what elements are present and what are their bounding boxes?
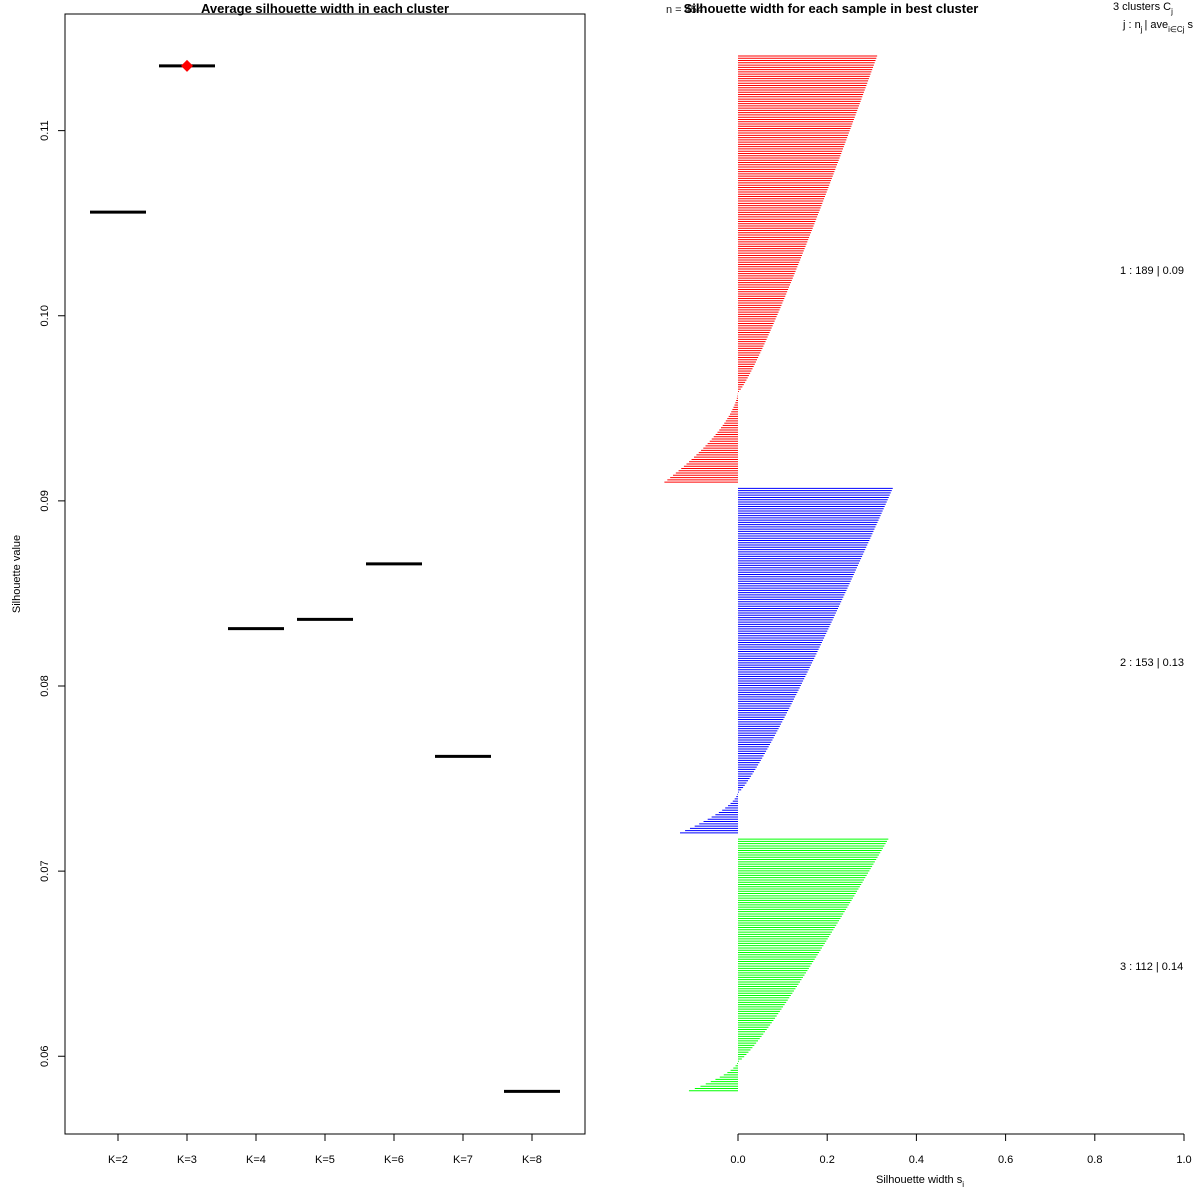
- left-y-axis: 0.06 0.07 0.08 0.09 0.10 0.11: [39, 120, 65, 1067]
- clusters-header-text: 3 clusters C: [1113, 1, 1171, 13]
- summary-header-text: j : n: [1122, 19, 1141, 31]
- right-x-tick-label: 0.4: [909, 1154, 924, 1166]
- best-k-marker: [181, 59, 193, 72]
- right-x-tick-label: 0.0: [730, 1154, 745, 1166]
- right-x-tick-label: 0.2: [820, 1154, 835, 1166]
- cluster-summary-label: 3 : 112 | 0.14: [1120, 961, 1183, 973]
- left-y-tick-label: 0.06: [39, 1046, 51, 1067]
- summary-header-rest: | ave: [1145, 19, 1169, 31]
- left-title: Average silhouette width in each cluster: [201, 1, 449, 16]
- right-x-axis-label-text: Silhouette width s: [876, 1174, 963, 1186]
- left-x-tick-label: K=2: [108, 1154, 128, 1166]
- left-panel: Average silhouette width in each cluster…: [11, 1, 586, 1166]
- summary-header: j : nj | avei∈Cj s: [1122, 19, 1193, 34]
- right-x-tick-label: 0.8: [1087, 1154, 1102, 1166]
- left-y-tick-label: 0.10: [39, 305, 51, 326]
- left-y-tick-label: 0.09: [39, 490, 51, 511]
- left-y-tick-label: 0.08: [39, 675, 51, 696]
- left-marks: [90, 59, 560, 1093]
- left-x-tick-label: K=8: [522, 1154, 542, 1166]
- left-x-tick-label: K=7: [453, 1154, 473, 1166]
- cluster-summary-labels: 1 : 189 | 0.09 2 : 153 | 0.13 3 : 112 | 0.…: [1120, 265, 1184, 973]
- left-x-tick-label: K=4: [246, 1154, 266, 1166]
- left-y-tick-label: 0.11: [39, 120, 51, 141]
- right-x-axis-label: Silhouette width si: [876, 1174, 964, 1189]
- right-x-axis: 0.0 0.2 0.4 0.6 0.8 1.0: [730, 1133, 1192, 1166]
- left-x-tick-label: K=3: [177, 1154, 197, 1166]
- summary-header-sub: j: [1140, 25, 1143, 34]
- left-y-axis-label: Silhouette value: [11, 535, 23, 613]
- left-x-axis: K=2 K=3 K=4 K=5 K=6 K=7 K=8: [108, 1134, 542, 1166]
- summary-header-sub2: i∈Cj: [1168, 25, 1185, 34]
- left-plot-frame: [64, 13, 586, 1135]
- right-subtitle-overlap: n = 454: [666, 4, 703, 16]
- summary-header-end: s: [1187, 19, 1193, 31]
- right-x-axis-label-sub: i: [962, 1180, 964, 1189]
- right-title: Silhouette width for each sample in best…: [684, 1, 979, 16]
- cluster-summary-label: 1 : 189 | 0.09: [1120, 265, 1184, 277]
- left-y-tick-label: 0.07: [39, 860, 51, 881]
- right-x-tick-label: 1.0: [1176, 1154, 1191, 1166]
- cluster-summary-label: 2 : 153 | 0.13: [1120, 657, 1184, 669]
- clusters-header: 3 clusters Cj: [1113, 1, 1173, 16]
- clusters-header-sub: j: [1170, 7, 1173, 16]
- right-x-tick-label: 0.6: [998, 1154, 1013, 1166]
- right-panel: n = 454 Silhouette width for each sample…: [664, 1, 1193, 1189]
- left-x-tick-label: K=5: [315, 1154, 335, 1166]
- left-x-tick-label: K=6: [384, 1154, 404, 1166]
- silhouette-bars: [664, 55, 893, 1092]
